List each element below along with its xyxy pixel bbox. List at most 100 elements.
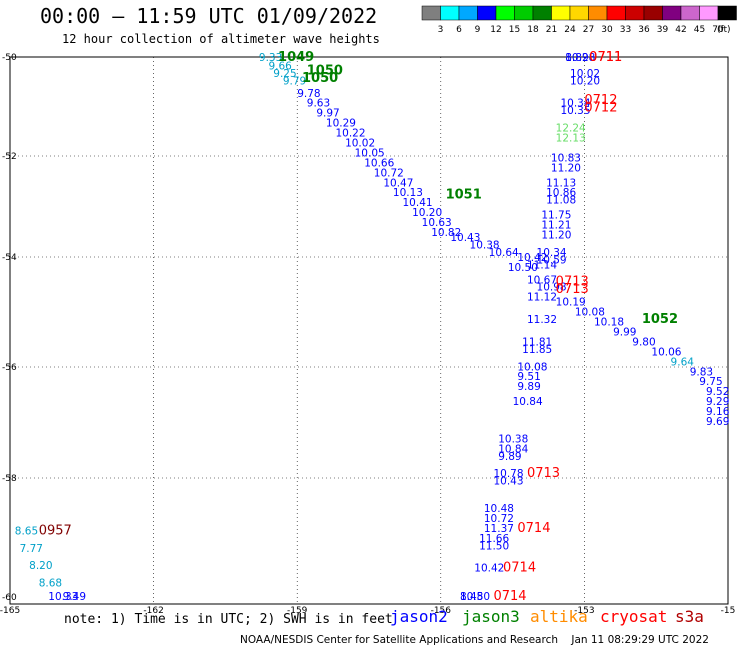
wave-height-label: 10.41: [403, 197, 433, 209]
wave-height-label: 8.89: [565, 52, 588, 64]
wave-height-label: 10.59: [537, 254, 567, 266]
pass-time-label: 0712: [584, 101, 617, 116]
legend-jason2: jason2: [390, 607, 448, 626]
wave-height-label: 10.42: [517, 252, 547, 264]
wave-height-label: 10.84: [498, 443, 528, 455]
wave-height-label: 9.51: [517, 371, 540, 383]
wave-height-label: 11.20: [551, 162, 581, 174]
footer-note: note: 1) Time is in UTC; 2) SWH is in fe…: [64, 612, 393, 627]
wave-height-label: 9.78: [297, 88, 320, 100]
legend-jason3: jason3: [462, 607, 520, 626]
latitude-tick-label: -54: [2, 253, 17, 263]
wave-height-label: 10.34: [560, 98, 590, 110]
wave-height-label: 10.48: [484, 503, 514, 515]
credit-line: NOAA/NESDIS Center for Satellite Applica…: [240, 634, 709, 646]
wave-height-label: 9.16: [706, 406, 730, 418]
latitude-tick-label: -52: [2, 152, 17, 162]
wave-height-label: 11.85: [522, 344, 552, 356]
wave-height-label: 10.29: [326, 118, 356, 130]
color-swatch: [717, 5, 737, 21]
pass-time-label: 1052: [642, 312, 678, 327]
wave-height-label: 10.02: [570, 68, 600, 80]
wave-height-label: 10.43: [493, 476, 523, 488]
pass-time-label: 1049: [278, 50, 314, 65]
wave-height-label: 10.66: [364, 157, 394, 169]
wave-height-label: 11.14: [527, 259, 557, 271]
color-scale-unit: (ft): [717, 25, 731, 35]
wave-height-label: 10.35: [560, 105, 590, 117]
color-scale-label: 6: [456, 25, 462, 35]
wave-height-label: 11.13: [546, 177, 576, 189]
wave-height-label: 10.64: [489, 247, 519, 259]
pass-time-label: 1050: [307, 63, 343, 78]
page-subtitle: 12 hour collection of altimeter wave hei…: [62, 32, 380, 46]
wave-height-label: 9.64: [671, 356, 695, 368]
wave-height-label: 9.69: [706, 416, 729, 428]
wave-height-label: 9.80: [632, 336, 655, 348]
wave-height-label: 9.83: [690, 366, 713, 378]
wave-height-label: 9.89: [498, 451, 521, 463]
color-scale-label: 42: [675, 25, 686, 35]
wave-height-label: 10.78: [493, 468, 523, 480]
wave-height-label: 10.42: [474, 563, 504, 575]
legend-s3a: s3a: [675, 607, 704, 626]
color-scale-label: 12: [490, 25, 501, 35]
color-scale-label: 3: [438, 25, 444, 35]
pass-time-label: 0714: [503, 561, 536, 576]
wave-height-label: 11.08: [546, 195, 576, 207]
longitude-tick-label: -162: [143, 606, 163, 616]
pass-time-label: 0713: [556, 282, 589, 297]
wave-height-label: 10.34: [537, 247, 567, 259]
map-frame: [9, 56, 729, 605]
latitude-tick-label: -58: [2, 474, 17, 484]
wave-height-label: 10.83: [551, 152, 581, 164]
wave-height-label: 9.49: [63, 591, 86, 603]
wave-height-label: 8.68: [39, 578, 62, 590]
color-scale-label: 9: [475, 25, 481, 35]
wave-height-label: 11.21: [541, 220, 571, 232]
wave-height-label: 10.98: [537, 282, 567, 294]
wave-height-label: 11.20: [541, 230, 571, 242]
wave-height-label: 11.66: [479, 533, 509, 545]
latitude-tick-label: -50: [2, 53, 17, 63]
wave-height-label: 9.79: [283, 75, 306, 87]
wave-height-label: 8.20: [29, 560, 52, 572]
wave-height-label: 8.65: [15, 525, 38, 537]
pass-time-label: 0714: [517, 521, 550, 536]
wave-height-label: 10.72: [374, 167, 404, 179]
wave-height-label: 10.84: [513, 396, 543, 408]
legend-altika: altika: [530, 607, 588, 626]
color-scale-label: 39: [657, 25, 669, 35]
wave-height-label: 12.13: [556, 133, 586, 145]
color-scale-bar: 3 6 9 12 15 18 21 24 27 30 33 36 39 42 45 70(ft): [421, 5, 737, 35]
wave-height-label: 11.12: [527, 292, 557, 304]
wave-height-label: 9.25: [273, 68, 296, 80]
wave-height-label: 10.05: [355, 147, 385, 159]
wave-height-label: 10.19: [556, 297, 586, 309]
wave-height-label: 9.89: [517, 381, 540, 393]
color-scale-label: 36: [638, 25, 650, 35]
wave-height-label: 9.99: [613, 326, 636, 338]
wave-height-label: 7.77: [20, 543, 43, 555]
wave-height-label: 11.37: [484, 523, 514, 535]
pass-time-label: 1051: [446, 188, 482, 203]
wave-height-label: 10.33: [48, 591, 78, 603]
wave-height-label: 10.38: [470, 239, 500, 251]
wave-height-label: 9.33: [259, 52, 282, 64]
wave-height-label: 10.06: [651, 346, 681, 358]
wave-height-label: 10.18: [594, 317, 624, 329]
wave-height-label: 9.97: [316, 108, 339, 120]
longitude-tick-label: -159: [287, 606, 308, 616]
wave-height-label: 11.81: [522, 336, 552, 348]
wave-height-label: 10.72: [484, 513, 514, 525]
color-scale-label: 70: [712, 25, 724, 35]
wave-height-label: 10.82: [431, 227, 461, 239]
longitude-tick-label: -153: [574, 606, 594, 616]
pass-time-label: 0711: [589, 50, 622, 65]
color-scale-label: 18: [527, 25, 539, 35]
wave-height-label: 10.50: [508, 262, 538, 274]
page-title: 00:00 – 11:59 UTC 01/09/2022: [40, 4, 378, 28]
wave-height-label: 10.43: [450, 232, 480, 244]
wave-height-label: 10.20: [412, 207, 442, 219]
